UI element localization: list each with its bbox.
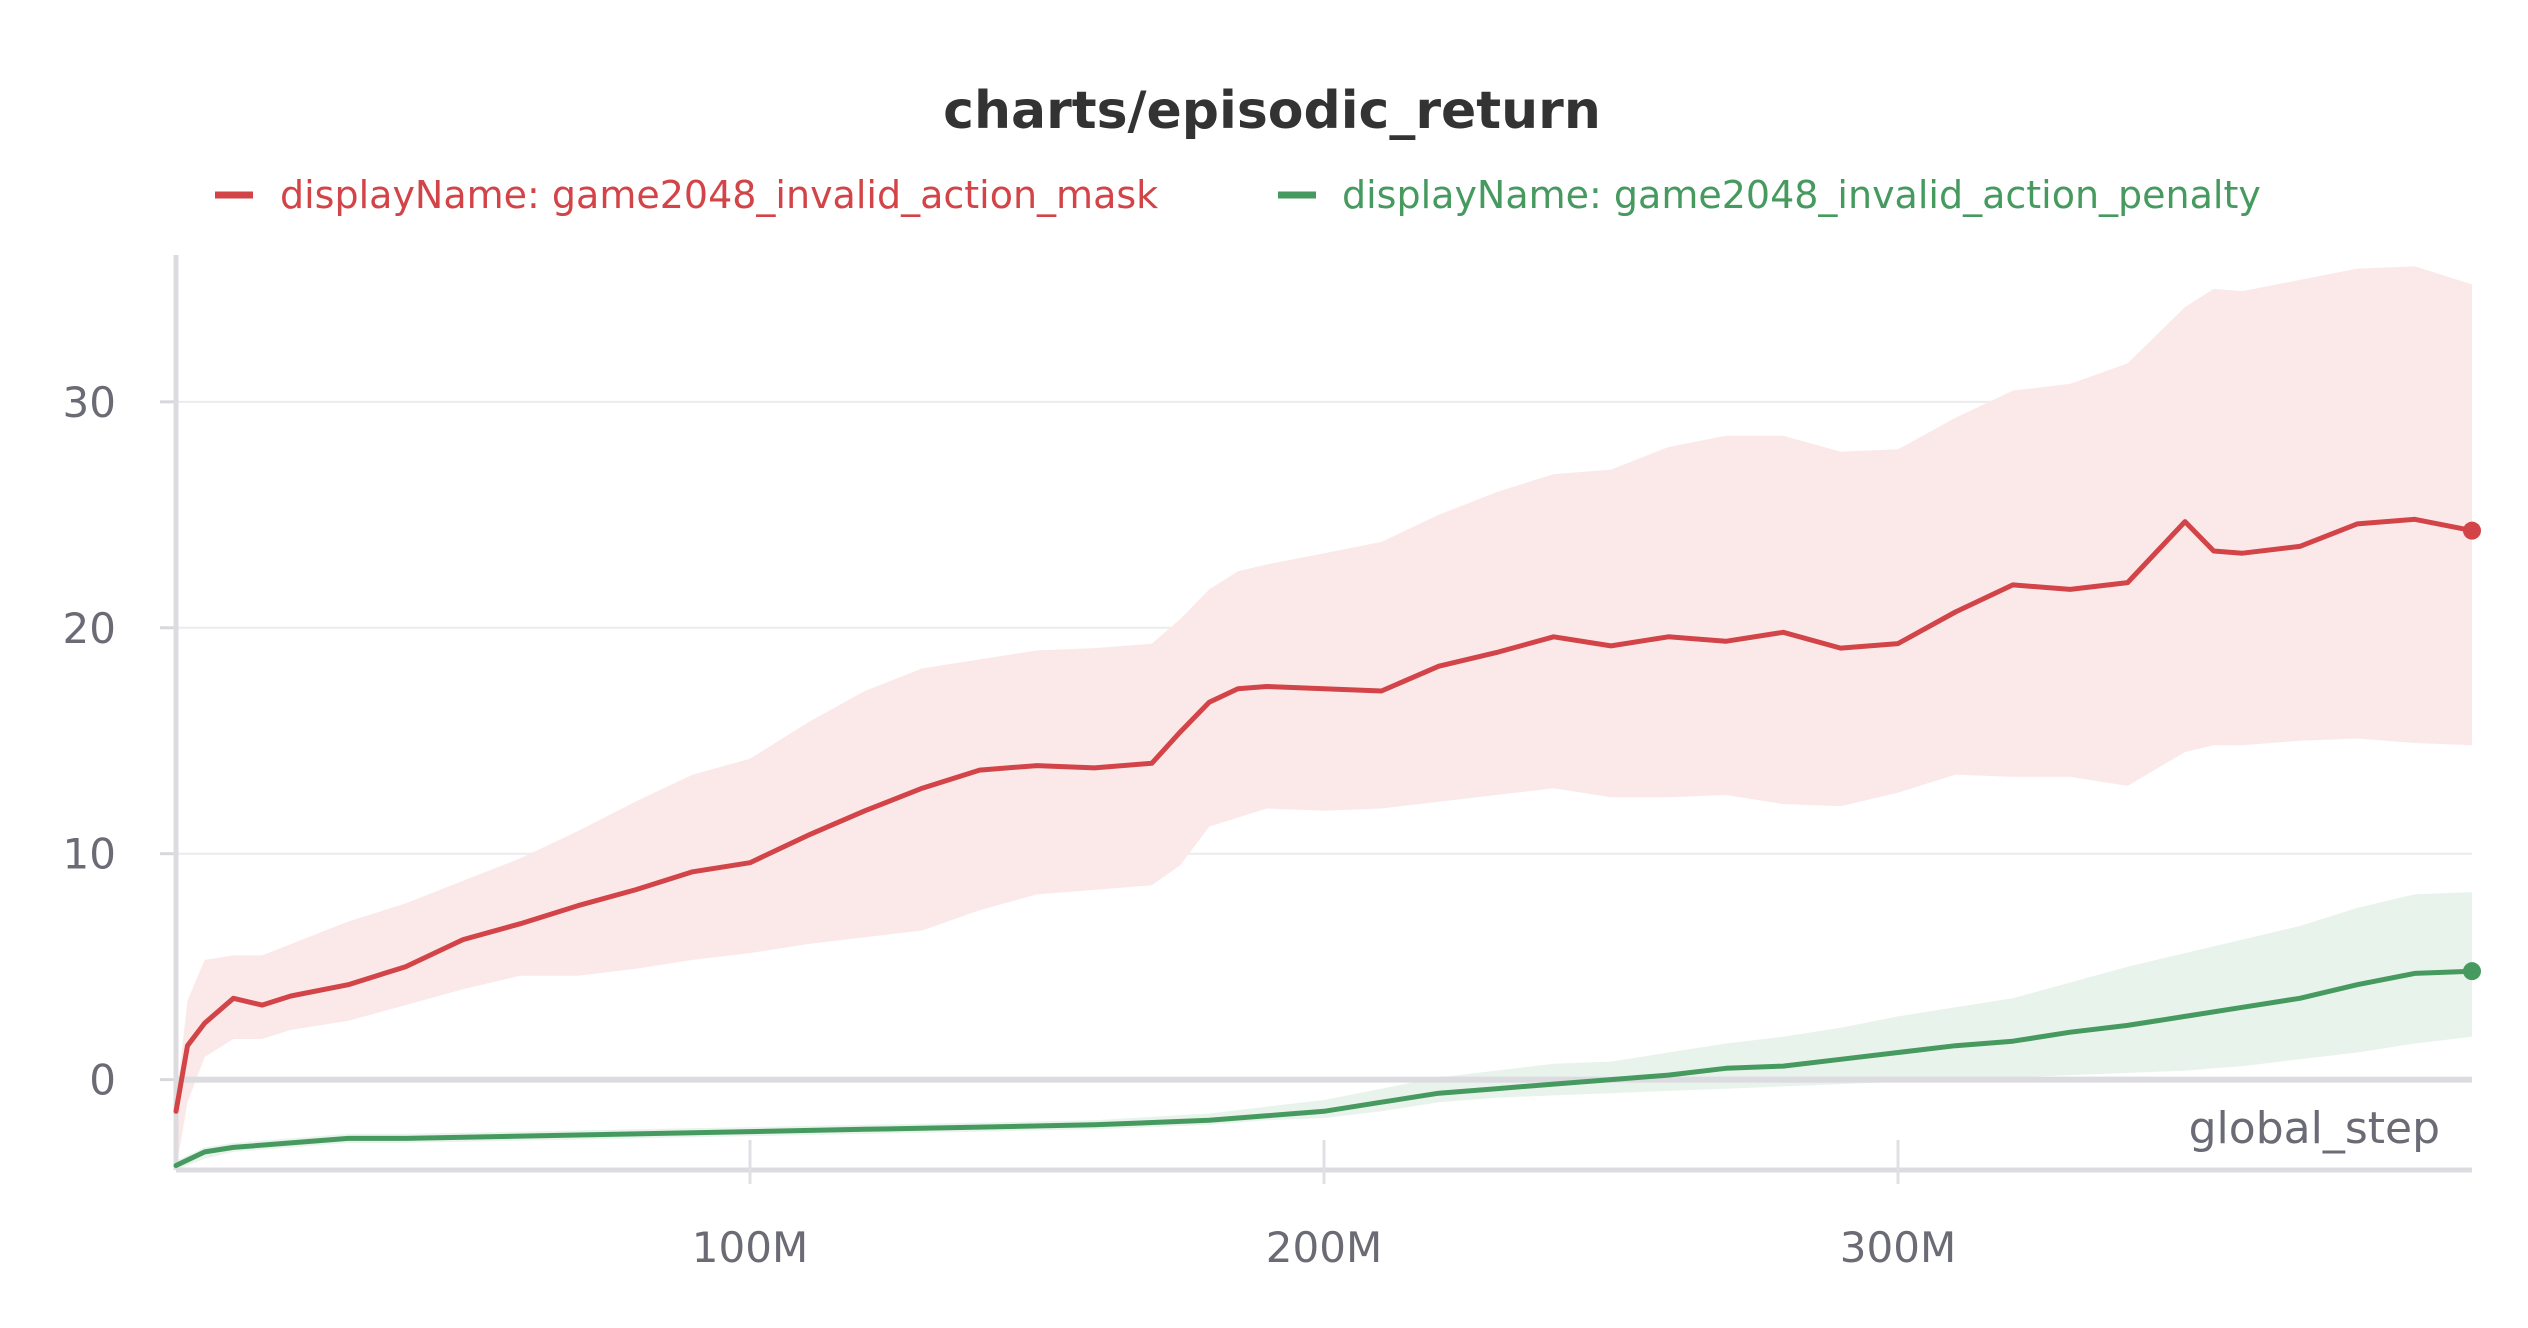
y-tick-label: 30 xyxy=(63,378,116,427)
legend-item-penalty[interactable]: displayName: game2048_invalid_action_pen… xyxy=(1278,173,2261,217)
axes xyxy=(160,255,2472,1184)
legend-item-mask[interactable]: displayName: game2048_invalid_action_mas… xyxy=(215,173,1158,217)
confidence-bands xyxy=(176,266,2472,1170)
series-end-point-0[interactable] xyxy=(2463,521,2481,540)
series-line-0[interactable] xyxy=(173,516,2475,1114)
y-tick-label: 10 xyxy=(63,830,116,879)
y-tick-label: 0 xyxy=(89,1056,116,1105)
x-tick-label: 300M xyxy=(1840,1223,1956,1272)
series-band-0 xyxy=(176,266,2472,1170)
series-end-point-1[interactable] xyxy=(2463,962,2481,981)
legend: displayName: game2048_invalid_action_mas… xyxy=(215,173,2261,217)
chart-title: charts/episodic_return xyxy=(943,81,1601,141)
tick-labels: 0 10 20 30 100M 200M 300M xyxy=(63,378,1957,1272)
x-tick-label: 100M xyxy=(692,1223,808,1272)
series-lines xyxy=(173,516,2481,1168)
x-tick-label: 200M xyxy=(1266,1223,1382,1272)
y-tick-label: 20 xyxy=(63,604,116,653)
series-band-1 xyxy=(176,892,2472,1170)
legend-label-penalty: displayName: game2048_invalid_action_pen… xyxy=(1342,173,2261,217)
x-axis-label: global_step xyxy=(2189,1103,2440,1154)
legend-label-mask: displayName: game2048_invalid_action_mas… xyxy=(280,173,1158,217)
series-line-1[interactable] xyxy=(173,968,2475,1168)
